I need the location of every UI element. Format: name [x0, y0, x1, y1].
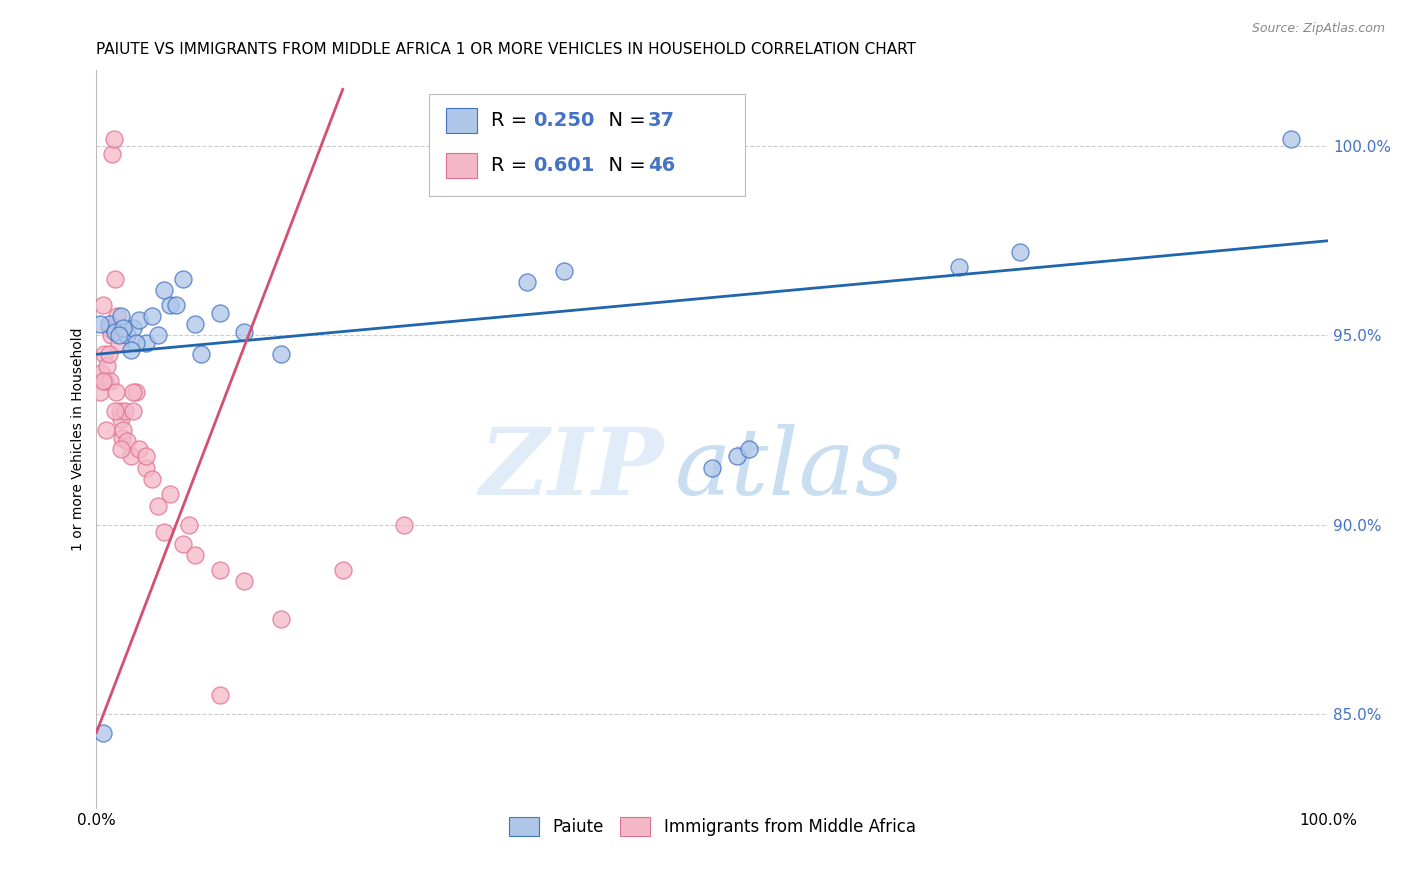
Point: [153, 525, 176, 540]
Point: [208, 688, 231, 702]
Point: [104, 325, 127, 339]
Point: [177, 517, 200, 532]
Point: [190, 347, 212, 361]
Point: [97, 320, 120, 334]
Point: [96, 359, 118, 373]
Point: [122, 404, 145, 418]
Point: [97, 347, 120, 361]
Point: [107, 328, 129, 343]
Point: [172, 536, 194, 550]
Point: [104, 404, 127, 418]
Legend: Paiute, Immigrants from Middle Africa: Paiute, Immigrants from Middle Africa: [501, 808, 924, 845]
Point: [105, 310, 128, 324]
Point: [738, 442, 761, 456]
Text: N =: N =: [596, 111, 652, 130]
Point: [141, 472, 163, 486]
Point: [1010, 245, 1032, 260]
Point: [115, 328, 138, 343]
Point: [90, 366, 112, 380]
Point: [110, 411, 132, 425]
Point: [135, 460, 157, 475]
Point: [146, 499, 169, 513]
Point: [135, 335, 157, 350]
Point: [184, 317, 207, 331]
Point: [103, 131, 125, 145]
Text: R =: R =: [491, 111, 533, 130]
Point: [94, 374, 117, 388]
Point: [948, 260, 970, 275]
Y-axis label: 1 or more Vehicles in Household: 1 or more Vehicles in Household: [72, 327, 86, 551]
Point: [115, 434, 138, 449]
Text: Source: ZipAtlas.com: Source: ZipAtlas.com: [1251, 22, 1385, 36]
Point: [146, 328, 169, 343]
Point: [208, 306, 231, 320]
Text: 37: 37: [648, 111, 675, 130]
Point: [120, 343, 142, 358]
Point: [553, 264, 575, 278]
Point: [105, 385, 128, 400]
Point: [141, 310, 163, 324]
Point: [159, 487, 181, 501]
Text: N =: N =: [596, 155, 652, 175]
Point: [208, 563, 231, 577]
Point: [725, 450, 748, 464]
Point: [159, 298, 181, 312]
Point: [89, 385, 111, 400]
Text: PAIUTE VS IMMIGRANTS FROM MIDDLE AFRICA 1 OR MORE VEHICLES IN HOUSEHOLD CORRELAT: PAIUTE VS IMMIGRANTS FROM MIDDLE AFRICA …: [97, 42, 917, 57]
Text: 46: 46: [648, 155, 675, 175]
Point: [125, 385, 148, 400]
Point: [112, 320, 135, 334]
Point: [91, 725, 114, 739]
Point: [97, 317, 120, 331]
Point: [91, 298, 114, 312]
Point: [1279, 131, 1302, 145]
Point: [270, 612, 292, 626]
Point: [122, 320, 145, 334]
Point: [270, 347, 292, 361]
Point: [125, 335, 148, 350]
Point: [165, 298, 187, 312]
Point: [122, 385, 145, 400]
Point: [172, 271, 194, 285]
Point: [111, 431, 134, 445]
Point: [153, 283, 176, 297]
Point: [112, 423, 135, 437]
Point: [128, 313, 150, 327]
Point: [233, 574, 256, 589]
Text: atlas: atlas: [675, 424, 905, 514]
Point: [91, 374, 114, 388]
Point: [332, 563, 354, 577]
Point: [233, 325, 256, 339]
Point: [101, 146, 124, 161]
Point: [184, 548, 207, 562]
Point: [96, 423, 118, 437]
Point: [128, 442, 150, 456]
Point: [104, 271, 127, 285]
Point: [702, 460, 724, 475]
Point: [135, 450, 157, 464]
Point: [120, 450, 142, 464]
Point: [394, 517, 416, 532]
Point: [107, 335, 129, 350]
Point: [108, 404, 131, 418]
Point: [110, 310, 132, 324]
Point: [89, 317, 111, 331]
Text: R =: R =: [491, 155, 533, 175]
Point: [100, 328, 122, 343]
Point: [98, 374, 121, 388]
Point: [110, 442, 132, 456]
Text: 0.250: 0.250: [533, 111, 595, 130]
Text: ZIP: ZIP: [478, 424, 664, 514]
Point: [516, 276, 538, 290]
Text: 0.601: 0.601: [533, 155, 595, 175]
Point: [114, 404, 136, 418]
Point: [93, 347, 115, 361]
